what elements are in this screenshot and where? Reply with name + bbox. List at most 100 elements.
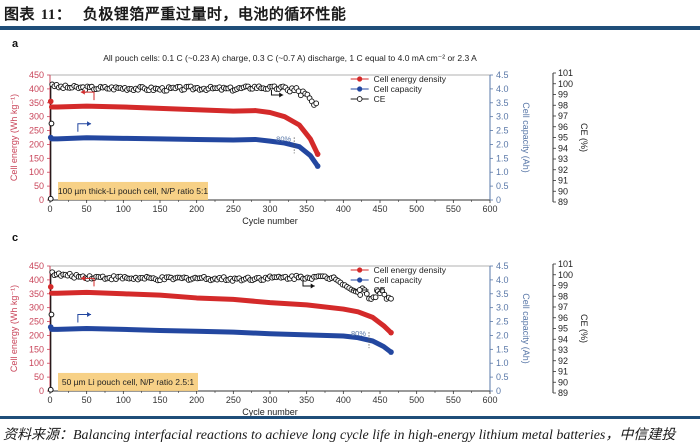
panel-a-y-right-tick-label: 1.0 [496, 167, 509, 177]
panel-c-series-energy-line [48, 289, 394, 336]
panel-a-y-right-tick-label: 0 [496, 195, 501, 205]
panel-c-y-ce-tick-label: 91 [558, 367, 568, 377]
panel-c-y-right-title: Cell capacity (Ah) [521, 293, 531, 364]
panel-c-energy-point [388, 329, 394, 336]
panel-c-y-right-tick-label: 0 [496, 386, 501, 396]
panel-c-x-tick-label: 550 [446, 395, 461, 405]
panel-c-x-tick-label: 50 [82, 395, 92, 405]
panel-a-x-tick-label: 500 [409, 204, 424, 214]
panel-c-y-ce-tick-label: 93 [558, 345, 568, 355]
panel-a-energy-point [314, 151, 321, 157]
panel-a-y-left-tick-label: 450 [29, 70, 44, 80]
panel-a-y-right-tick-label: 0.5 [496, 181, 509, 191]
panel-c-y-ce-tick-label: 101 [558, 259, 573, 269]
panel-a-ce-point [47, 195, 54, 202]
panel-c-ce-point [388, 295, 394, 302]
panel-a-x-tick-label: 600 [482, 204, 497, 214]
panel-c-x-axis-title: Cycle number [242, 407, 298, 417]
panel-c-y-right-tick-label: 0.5 [496, 372, 509, 382]
panel-a-legend-label: Cell capacity [374, 84, 423, 94]
panel-a-x-tick-label: 450 [372, 204, 387, 214]
source-citation: 资料来源：Balancing interfacial reactions to … [3, 428, 676, 443]
panel-c-x-tick-label: 600 [482, 395, 497, 405]
panel-a-x-tick-label: 400 [336, 204, 351, 214]
panel-a-energy-axis-arrow [80, 91, 95, 101]
panel-c-y-ce-tick-label: 95 [558, 324, 568, 334]
panel-a-y-right-tick-label: 4.0 [496, 84, 509, 94]
panel-c-energy-arrowhead [80, 275, 85, 281]
panel-a-capacity-axis-arrow [77, 123, 92, 132]
panel-a-y-right-tick-label: 3.0 [496, 112, 509, 122]
panel-a-x-tick-label: 100 [116, 204, 131, 214]
panel-c-y-left-title: Cell energy (Wh kg⁻¹) [9, 285, 19, 372]
panel-c-capacity-point [388, 349, 394, 355]
panel-c-capacity-axis-arrow [77, 314, 92, 323]
panel-c-y-right-tick-label: 1.0 [496, 358, 509, 368]
panel-a-y-ce-tick-label: 99 [558, 90, 568, 100]
panel-c-capacity-arrowhead [87, 312, 92, 317]
panel-c-x-tick-label: 150 [152, 395, 167, 405]
panel-c-y-right-tick-label: 2.0 [496, 330, 509, 340]
panel-c-y-ce-tick-label: 92 [558, 356, 568, 366]
panel-a-y-ce-tick-label: 100 [558, 79, 573, 89]
panel-a-y-left-tick-label: 400 [29, 84, 44, 94]
panel-c-energy-point [47, 284, 54, 290]
panel-c-note-box [58, 372, 198, 391]
panel-c-legend-marker [356, 287, 363, 293]
panel-c-note-text: 50 µm Li pouch cell, N/P ratio 2.5:1 [62, 377, 195, 387]
panel-c-capacity-point [47, 324, 54, 330]
panel-c-y-right-tick-label: 4.5 [496, 261, 509, 271]
panel-a-subtitle: All pouch cells: 0.1 C (~0.23 A) charge,… [103, 53, 477, 63]
panel-c-legend-marker [357, 267, 363, 273]
panel-c-x-tick-label: 200 [189, 395, 204, 405]
panel-a-y-ce-tick-label: 92 [558, 165, 568, 175]
panel-c-y-left-tick-label: 450 [29, 261, 44, 271]
panel-c-y-ce-title: CE (%) [579, 314, 589, 343]
panel-c-y-left-tick-label: 400 [29, 275, 44, 285]
panel-a-ce-point [313, 100, 320, 107]
panel-c-ce-point [357, 292, 364, 298]
panel-c-y-ce-tick-label: 94 [558, 334, 568, 344]
panel-a-y-ce-tick-label: 93 [558, 154, 568, 164]
panel-c-x-tick-label: 400 [336, 395, 351, 405]
panel-c-label: c [12, 232, 18, 244]
panel-c-legend-label: Cell capacity [374, 275, 423, 285]
panel-a-y-ce-tick-label: 89 [558, 197, 568, 207]
title-rule [0, 26, 700, 30]
panel-a-x-tick-label: 150 [152, 204, 167, 214]
panel-a-y-left-tick-label: 50 [34, 181, 44, 191]
panel-c-y-left-tick-label: 300 [29, 303, 44, 313]
panel-c-y-ce-tick-label: 99 [558, 281, 568, 291]
panel-a-y-ce-tick-label: 96 [558, 122, 568, 132]
panel-a-label: a [12, 38, 19, 50]
panel-c-y-ce-tick-label: 98 [558, 291, 568, 301]
panel-c-x-tick-label: 300 [262, 395, 277, 405]
panel-c-ce-point [47, 386, 54, 393]
panel-c-y-right-tick-label: 3.0 [496, 303, 509, 313]
panel-a-ce-arrowhead [279, 92, 284, 98]
panel-a-y-ce-tick-label: 90 [558, 186, 568, 196]
panel-a-y-ce-title: CE (%) [579, 123, 589, 152]
panel-a-legend-marker [357, 76, 363, 82]
panel-a-y-right-tick-label: 3.5 [496, 98, 509, 108]
panel-c-y-left-tick-label: 350 [29, 289, 44, 299]
panel-a-y-right-tick-label: 4.5 [496, 70, 509, 80]
panel-a-y-right-tick-label: 2.5 [496, 126, 509, 136]
panel-c-eighty-percent-label: 80% [351, 329, 366, 338]
panel-c-ce-point [48, 311, 55, 318]
panel-a-series-capacity-line [48, 135, 321, 169]
panel-a-x-tick-label: 50 [82, 204, 92, 214]
panel-a-series-energy-line [48, 103, 321, 157]
panel-c-y-right-tick-label: 3.5 [496, 289, 509, 299]
panel-a-legend-label: CE [374, 94, 386, 104]
panel-c-y-ce-tick-label: 96 [558, 313, 568, 323]
panel-c-ce-arrowhead [310, 283, 315, 289]
panel-c-y-ce-tick-label: 89 [558, 388, 568, 398]
panel-c-x-tick-label: 500 [409, 395, 424, 405]
panel-a-y-left-tick-label: 250 [29, 126, 44, 136]
panel-c-x-tick-label: 350 [299, 395, 314, 405]
panel-a-energy-point [47, 98, 54, 105]
panel-a-y-left-tick-label: 350 [29, 98, 44, 108]
panel-c-y-ce-tick-label: 100 [558, 270, 573, 280]
panel-c-x-tick-label: 450 [372, 395, 387, 405]
